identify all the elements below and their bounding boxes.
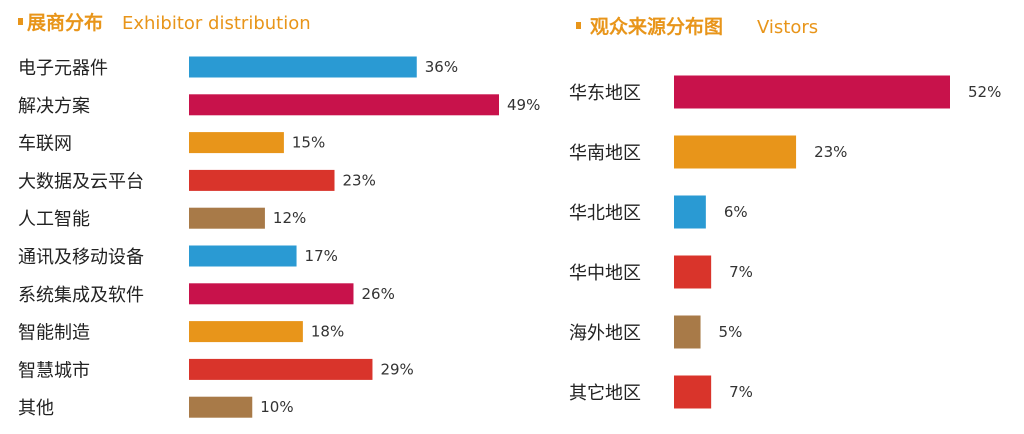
bar xyxy=(189,396,253,418)
bar xyxy=(674,75,950,109)
category-label: 系统集成及软件 xyxy=(18,285,144,306)
visitor-source-chart: 华东地区 52% 华南地区 23% 华北地区 6% 华中地区 7% 海外地区 5% 其它地区 7% xyxy=(569,75,1001,409)
exhibitor-subtitle: Exhibitor distribution xyxy=(122,13,311,34)
bar xyxy=(189,169,335,191)
category-label: 电子元器件 xyxy=(18,58,108,79)
value-label: 6% xyxy=(724,203,748,221)
value-label: 10% xyxy=(260,398,293,416)
bar xyxy=(674,315,701,349)
value-label: 7% xyxy=(729,383,753,401)
category-label: 车联网 xyxy=(18,134,72,155)
bar xyxy=(674,195,706,229)
category-label: 其它地区 xyxy=(569,383,641,404)
category-label: 解决方案 xyxy=(18,96,90,117)
category-label: 华南地区 xyxy=(569,143,641,164)
bar xyxy=(189,132,284,154)
bar xyxy=(189,283,354,305)
bar xyxy=(189,245,297,267)
category-label: 智能制造 xyxy=(18,323,90,344)
category-label: 大数据及云平台 xyxy=(18,171,144,192)
exhibitor-title: 展商分布 xyxy=(27,11,103,34)
value-label: 5% xyxy=(719,323,743,341)
bar xyxy=(189,56,417,78)
bar xyxy=(674,375,712,409)
value-label: 36% xyxy=(425,58,458,76)
exhibitor-chart-title: 展商分布 Exhibitor distribution xyxy=(18,11,311,34)
value-label: 23% xyxy=(343,171,376,189)
category-label: 智慧城市 xyxy=(18,360,90,381)
exhibitor-distribution-chart: 电子元器件 36% 解决方案 49% 车联网 15% 大数据及云平台 23% 人工智能 12% 通讯… xyxy=(18,56,540,419)
value-label: 23% xyxy=(814,143,847,161)
value-label: 52% xyxy=(968,83,1001,101)
value-label: 29% xyxy=(380,360,413,378)
value-label: 12% xyxy=(273,209,306,227)
bar xyxy=(674,255,712,289)
visitor-title: 观众来源分布图 xyxy=(590,15,723,38)
bar xyxy=(189,321,303,343)
value-label: 17% xyxy=(305,247,338,265)
category-label: 华中地区 xyxy=(569,263,641,284)
value-label: 18% xyxy=(311,323,344,341)
category-label: 华东地区 xyxy=(569,83,641,104)
bar xyxy=(189,358,373,380)
bar xyxy=(189,207,265,229)
visitor-chart-title: 观众来源分布图 Vistors xyxy=(576,15,818,38)
visitor-subtitle: Vistors xyxy=(757,17,818,38)
value-label: 7% xyxy=(729,263,753,281)
category-label: 华北地区 xyxy=(569,203,641,224)
category-label: 人工智能 xyxy=(18,209,90,230)
bar xyxy=(674,135,797,169)
value-label: 26% xyxy=(361,285,394,303)
value-label: 15% xyxy=(292,134,325,152)
category-label: 通讯及移动设备 xyxy=(18,247,144,268)
category-label: 海外地区 xyxy=(569,323,641,344)
category-label: 其他 xyxy=(18,398,54,419)
title-bullet-icon xyxy=(576,22,581,29)
bar xyxy=(189,94,499,116)
title-bullet-icon xyxy=(18,18,23,25)
value-label: 49% xyxy=(507,96,540,114)
